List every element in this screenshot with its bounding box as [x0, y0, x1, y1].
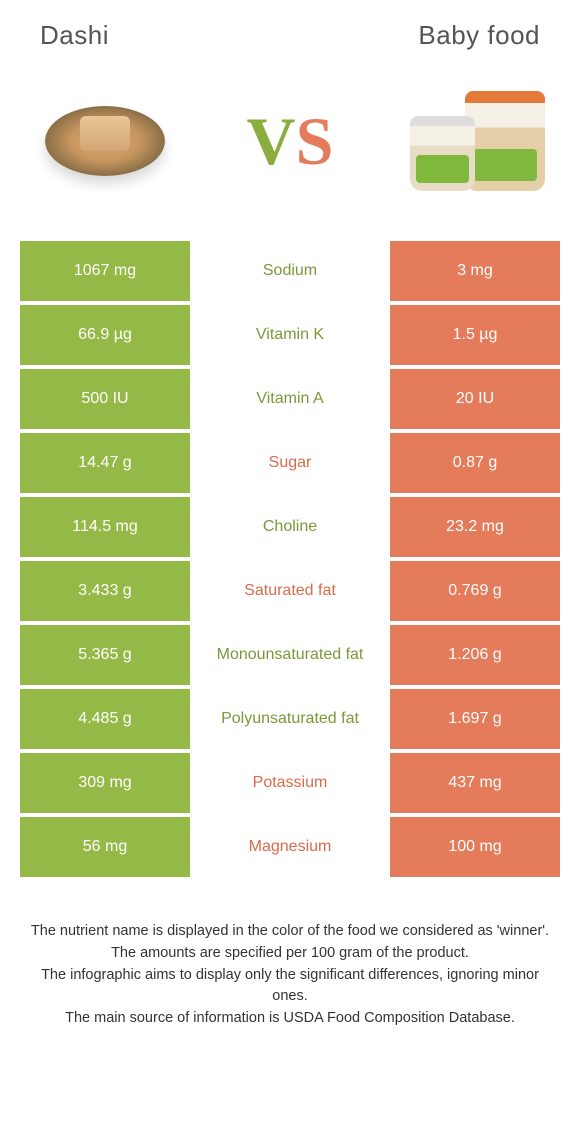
table-row: 1067 mgSodium3 mg [20, 241, 560, 301]
nutrient-label: Potassium [190, 753, 390, 813]
header: Dashi Baby food [0, 0, 580, 61]
footer-notes: The nutrient name is displayed in the co… [0, 881, 580, 1060]
value-right: 3 mg [390, 241, 560, 301]
value-left: 3.433 g [20, 561, 190, 621]
nutrient-label: Magnesium [190, 817, 390, 877]
value-right: 437 mg [390, 753, 560, 813]
value-right: 23.2 mg [390, 497, 560, 557]
value-right: 0.769 g [390, 561, 560, 621]
footer-line: The nutrient name is displayed in the co… [30, 921, 550, 943]
images-row: VS [0, 61, 580, 241]
table-row: 14.47 gSugar0.87 g [20, 433, 560, 493]
value-right: 100 mg [390, 817, 560, 877]
footer-line: The main source of information is USDA F… [30, 1008, 550, 1030]
nutrient-label: Vitamin K [190, 305, 390, 365]
nutrient-label: Sugar [190, 433, 390, 493]
value-left: 114.5 mg [20, 497, 190, 557]
value-left: 66.9 µg [20, 305, 190, 365]
nutrient-label: Sodium [190, 241, 390, 301]
nutrient-label: Monounsaturated fat [190, 625, 390, 685]
table-row: 114.5 mgCholine23.2 mg [20, 497, 560, 557]
value-left: 14.47 g [20, 433, 190, 493]
footer-line: The amounts are specified per 100 gram o… [30, 943, 550, 965]
comparison-table: 1067 mgSodium3 mg66.9 µgVitamin K1.5 µg5… [0, 241, 580, 877]
nutrient-label: Saturated fat [190, 561, 390, 621]
vs-label: VS [247, 102, 334, 181]
table-row: 500 IUVitamin A20 IU [20, 369, 560, 429]
dashi-image [30, 81, 180, 201]
value-left: 4.485 g [20, 689, 190, 749]
nutrient-label: Choline [190, 497, 390, 557]
value-right: 0.87 g [390, 433, 560, 493]
value-right: 1.5 µg [390, 305, 560, 365]
value-left: 309 mg [20, 753, 190, 813]
title-left: Dashi [40, 20, 109, 51]
table-row: 4.485 gPolyunsaturated fat1.697 g [20, 689, 560, 749]
value-right: 1.206 g [390, 625, 560, 685]
footer-line: The infographic aims to display only the… [30, 965, 550, 1009]
value-left: 56 mg [20, 817, 190, 877]
table-row: 5.365 gMonounsaturated fat1.206 g [20, 625, 560, 685]
table-row: 3.433 gSaturated fat0.769 g [20, 561, 560, 621]
table-row: 309 mgPotassium437 mg [20, 753, 560, 813]
table-row: 56 mgMagnesium100 mg [20, 817, 560, 877]
babyfood-image [400, 81, 550, 201]
table-row: 66.9 µgVitamin K1.5 µg [20, 305, 560, 365]
value-left: 5.365 g [20, 625, 190, 685]
value-right: 20 IU [390, 369, 560, 429]
value-right: 1.697 g [390, 689, 560, 749]
title-right: Baby food [418, 20, 540, 51]
value-left: 1067 mg [20, 241, 190, 301]
nutrient-label: Polyunsaturated fat [190, 689, 390, 749]
value-left: 500 IU [20, 369, 190, 429]
nutrient-label: Vitamin A [190, 369, 390, 429]
